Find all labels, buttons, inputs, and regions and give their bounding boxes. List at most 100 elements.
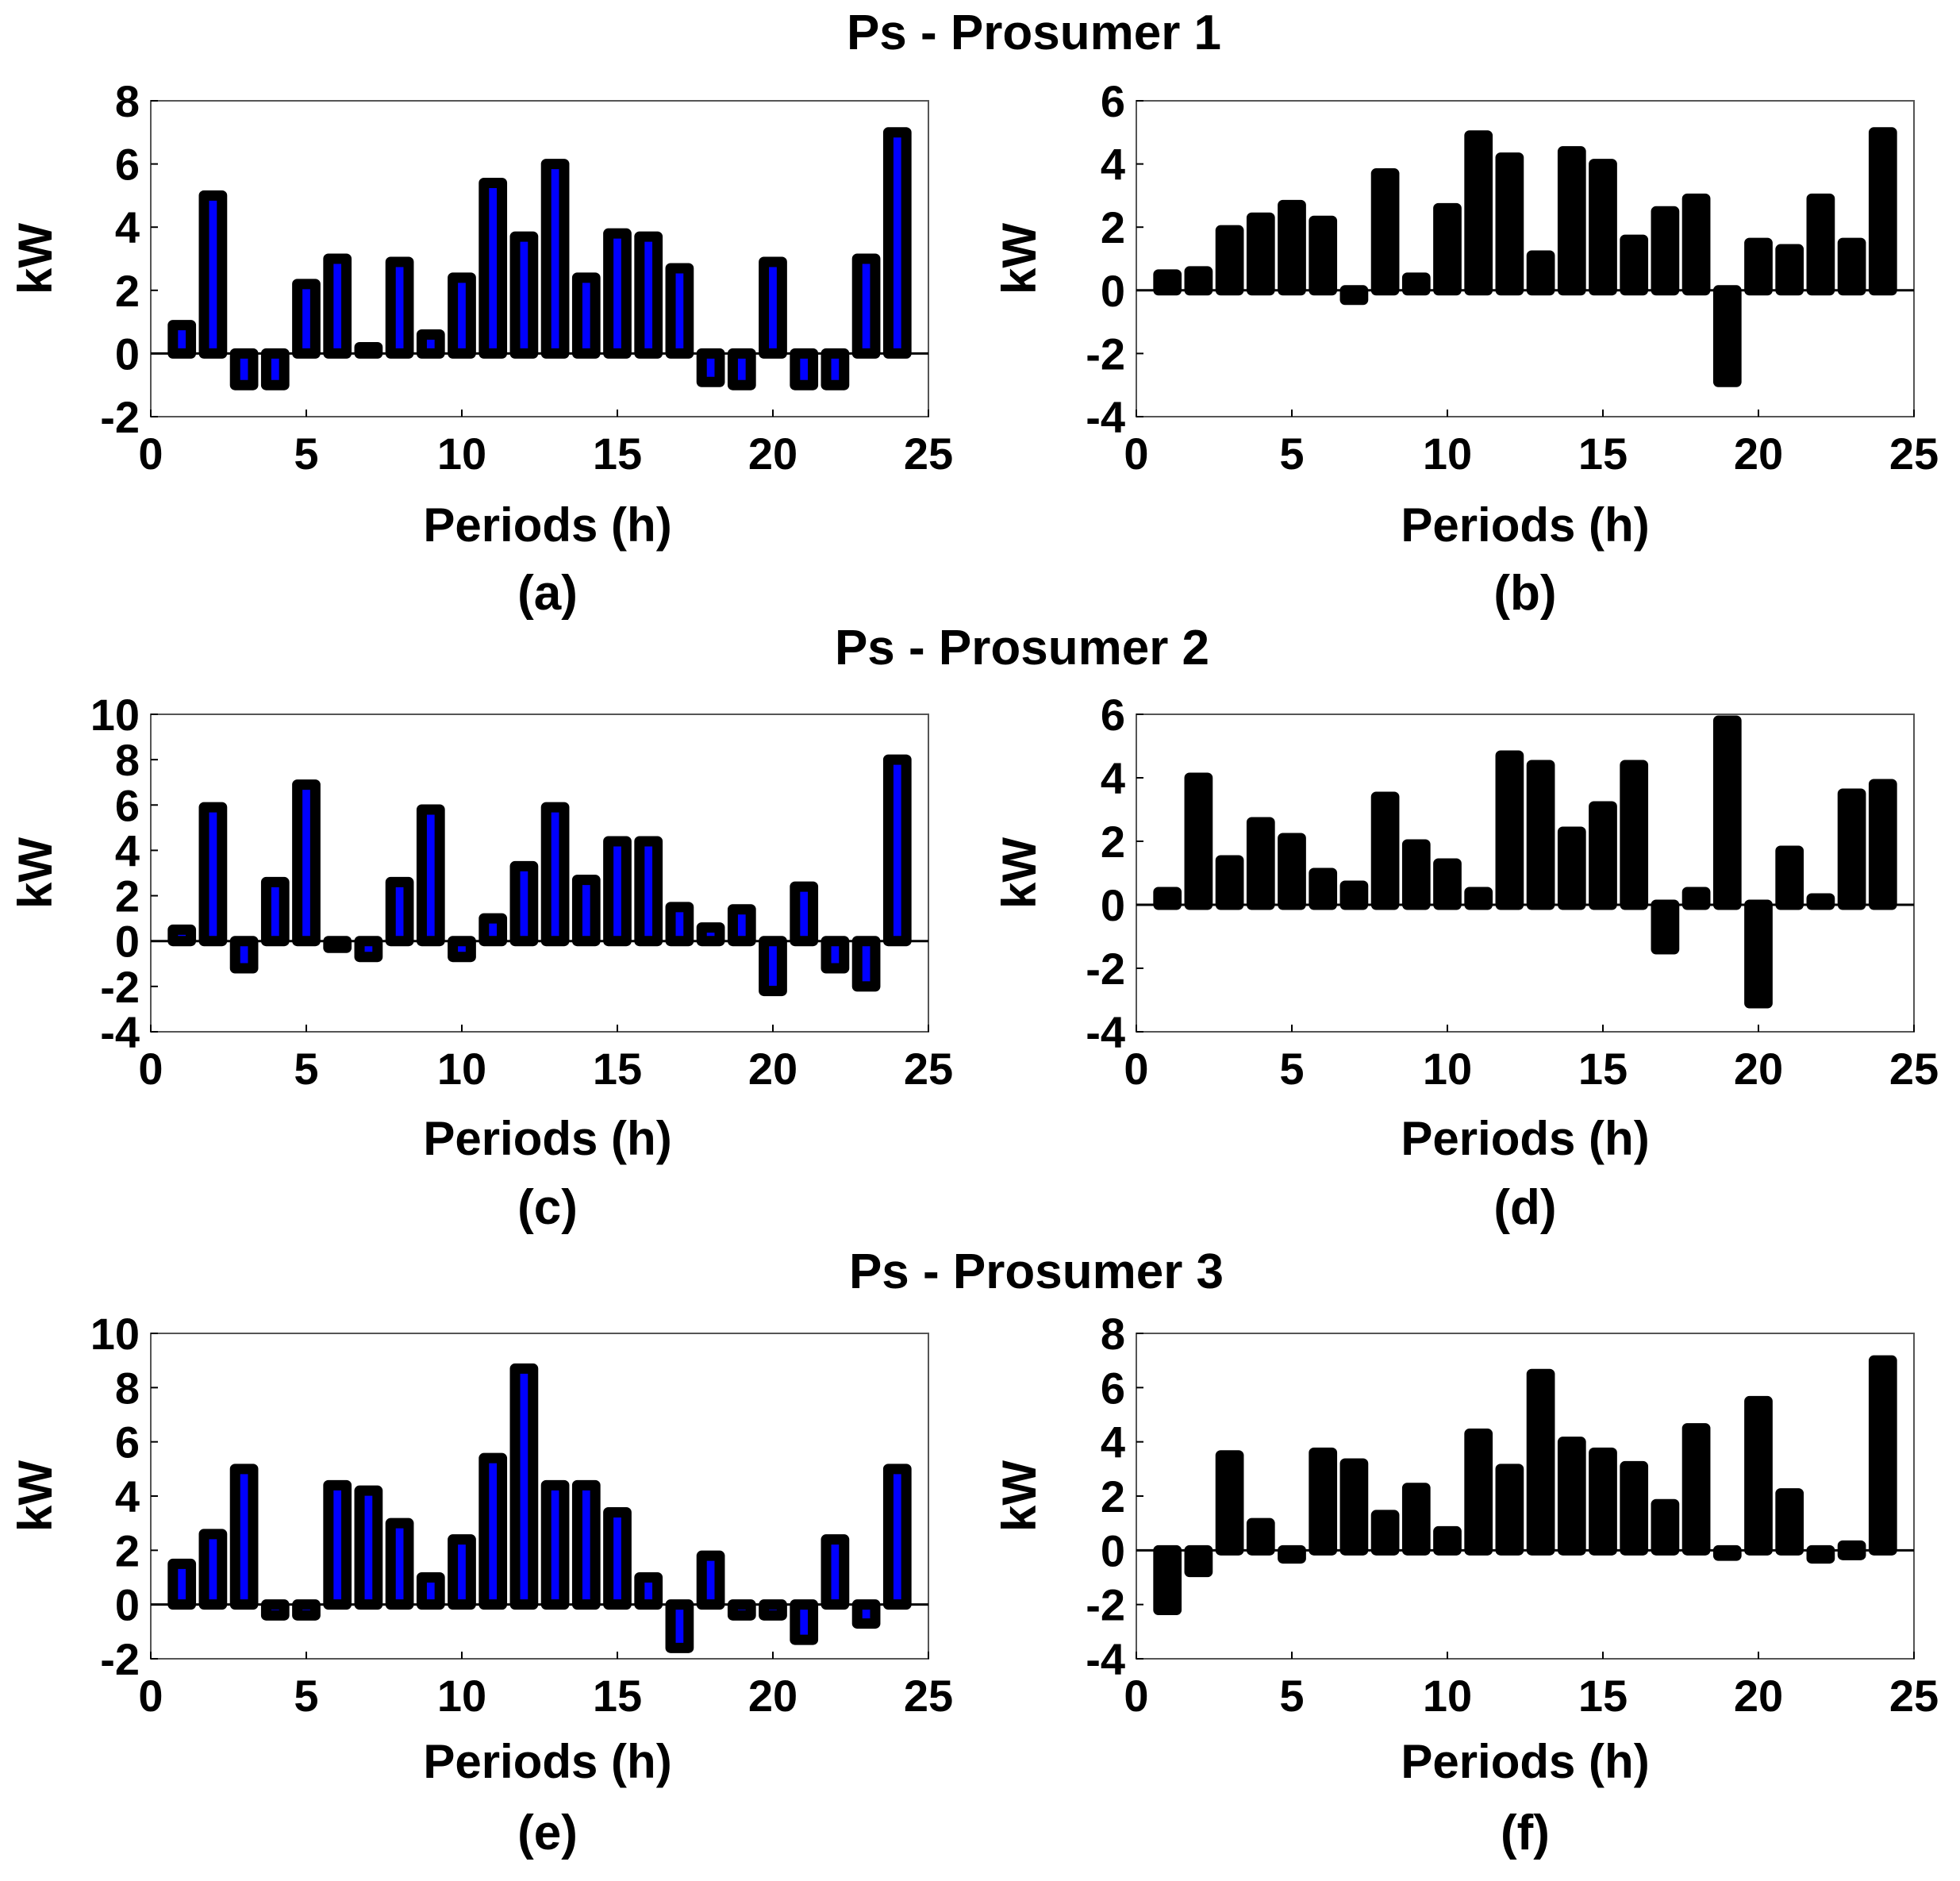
y-tick-label: 2	[1101, 202, 1125, 252]
bar-21	[1775, 845, 1804, 910]
y-tick-label: 2	[1101, 817, 1125, 867]
bar-18	[1681, 887, 1711, 910]
x-tick-label: 20	[1734, 1671, 1783, 1721]
y-tick-label: -4	[1086, 392, 1125, 442]
bar-24	[882, 1464, 912, 1610]
bar-18	[696, 922, 725, 947]
bar-23	[851, 1599, 881, 1629]
bar-6	[323, 936, 352, 953]
y-tick-label: 0	[115, 1580, 140, 1630]
x-tick-label: 10	[437, 1044, 486, 1094]
x-tick-label: 5	[1279, 1044, 1304, 1094]
plot-area	[150, 714, 929, 1033]
bar-17	[1651, 206, 1680, 296]
bar-2	[198, 1529, 228, 1610]
x-tick-label: 20	[748, 1044, 797, 1094]
x-tick-label: 0	[1124, 429, 1148, 479]
bar-3	[229, 936, 259, 974]
bar-19	[727, 348, 756, 390]
bar-23	[851, 936, 881, 992]
x-tick-label: 20	[748, 429, 797, 479]
bar-4	[1246, 212, 1275, 296]
panel-caption: (c)	[517, 1180, 578, 1235]
bar-22	[1806, 193, 1835, 296]
x-tick-label: 15	[1578, 1671, 1628, 1721]
x-tick-label: 20	[1734, 1044, 1783, 1094]
bar-2	[1184, 1544, 1213, 1578]
y-tick-label: 6	[115, 1417, 140, 1467]
bar-7	[1339, 1458, 1369, 1556]
y-tick-label: 6	[1101, 1363, 1125, 1413]
bar-19	[1712, 285, 1742, 387]
bar-16	[634, 1572, 663, 1610]
x-tick-label: 10	[1423, 429, 1472, 479]
y-tick-label: 6	[1101, 690, 1125, 740]
bar-12	[509, 231, 539, 359]
y-tick-label: 6	[1101, 76, 1125, 126]
x-tick-label: 0	[138, 1671, 163, 1721]
bar-3	[229, 1464, 259, 1610]
bar-21	[790, 881, 819, 947]
x-tick-label: 15	[1578, 429, 1628, 479]
bar-11	[478, 913, 508, 947]
x-axis-label: Periods (h)	[1401, 1112, 1649, 1165]
bar-21	[1775, 244, 1804, 296]
y-tick-label: 10	[90, 1309, 140, 1359]
y-tick-label: -2	[100, 1634, 140, 1684]
y-axis-label: kW	[9, 223, 62, 294]
x-tick-label: 5	[1279, 1671, 1304, 1721]
y-tick-label: 6	[115, 140, 140, 190]
y-tick-label: 0	[1101, 1525, 1125, 1575]
bar-13	[1526, 1368, 1555, 1556]
bar-23	[1837, 237, 1866, 296]
bar-8	[385, 256, 414, 359]
y-tick-label: 8	[115, 735, 140, 785]
x-tick-label: 5	[294, 1044, 318, 1094]
bar-1	[1153, 1544, 1182, 1616]
bar-21	[790, 348, 819, 390]
x-tick-label: 5	[1279, 429, 1304, 479]
bar-9	[416, 804, 445, 947]
y-axis-label: kW	[9, 837, 62, 909]
x-tick-label: 10	[1423, 1671, 1472, 1721]
y-tick-label: -2	[100, 962, 140, 1012]
bar-14	[1557, 146, 1586, 296]
x-tick-label: 20	[748, 1671, 797, 1721]
bar-15	[1589, 1447, 1617, 1556]
bar-6	[323, 253, 352, 359]
bar-4	[260, 876, 290, 947]
bar-22	[821, 936, 850, 974]
y-tick-label: 4	[115, 825, 140, 875]
bar-13	[540, 1479, 570, 1610]
y-tick-label: 8	[115, 1363, 140, 1413]
bar-10	[448, 1534, 476, 1610]
bar-8	[1370, 168, 1400, 296]
bar-7	[354, 936, 383, 963]
bar-18	[1681, 1423, 1711, 1556]
y-axis-label: kW	[993, 1460, 1046, 1532]
x-tick-label: 25	[1889, 1671, 1939, 1721]
bar-15	[1589, 801, 1617, 910]
x-tick-label: 0	[1124, 1044, 1148, 1094]
bar-18	[696, 348, 725, 387]
bar-1	[1153, 887, 1182, 910]
y-tick-label: 0	[115, 329, 140, 379]
y-tick-label: -4	[100, 1007, 140, 1057]
bar-8	[1370, 1510, 1400, 1556]
x-tick-label: 0	[1124, 1671, 1148, 1721]
bar-3	[1215, 1450, 1244, 1556]
bar-1	[1153, 269, 1182, 296]
y-tick-label: -2	[1086, 329, 1125, 379]
x-axis-label: Periods (h)	[423, 1735, 671, 1788]
bar-24	[1868, 1355, 1897, 1556]
bar-2	[1184, 772, 1213, 910]
bar-16	[634, 836, 663, 947]
bar-16	[1620, 1460, 1649, 1556]
bar-23	[1837, 1540, 1866, 1560]
bar-5	[1278, 1544, 1306, 1564]
x-tick-label: 25	[904, 1671, 953, 1721]
bar-23	[851, 253, 881, 359]
bar-4	[260, 1599, 290, 1621]
